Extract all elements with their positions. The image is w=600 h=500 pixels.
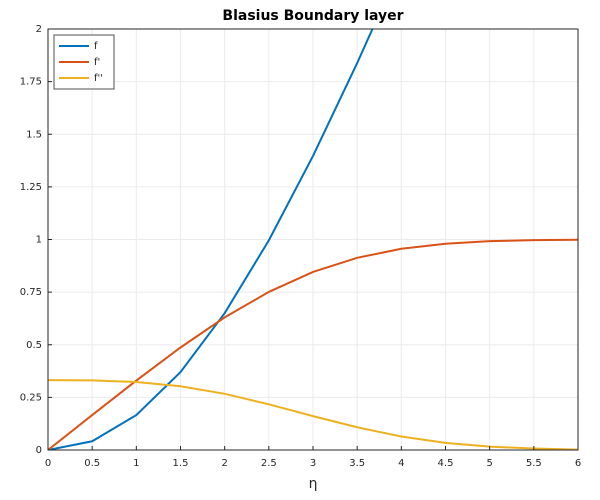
x-tick-label: 2.5 [261, 458, 277, 469]
y-tick-label: 1.5 [26, 129, 42, 140]
legend-label: f [94, 41, 98, 52]
chart-title: Blasius Boundary layer [222, 8, 403, 24]
x-tick-label: 6 [575, 458, 581, 469]
y-tick-label: 1 [36, 235, 42, 246]
y-tick-label: 0.25 [20, 392, 42, 403]
x-tick-label: 1 [133, 458, 139, 469]
legend-label: f' [94, 57, 100, 68]
x-tick-label: 0 [45, 458, 51, 469]
legend: f f' f'' [53, 34, 115, 90]
legend-label: f'' [94, 73, 103, 84]
x-tick-label: 0.5 [84, 458, 100, 469]
y-tick-label: 1.75 [20, 77, 42, 88]
x-tick-label: 4.5 [438, 458, 454, 469]
x-tick-label: 4 [398, 458, 404, 469]
x-tick-label: 1.5 [173, 458, 189, 469]
x-tick-label: 5.5 [526, 458, 542, 469]
x-tick-label: 5 [486, 458, 492, 469]
y-tick-label: 0.75 [20, 287, 42, 298]
x-tick-label: 3.5 [349, 458, 365, 469]
y-tick-label: 0 [36, 445, 42, 456]
x-axis-label: η [309, 476, 318, 492]
x-tick-label: 2 [221, 458, 227, 469]
data-line [48, 238, 578, 450]
y-tick-label: 1.25 [20, 182, 42, 193]
x-tick-label: 3 [310, 458, 316, 469]
y-tick-label: 2 [36, 24, 42, 35]
y-tick-label: 0.5 [26, 340, 42, 351]
data-line [48, 29, 374, 450]
